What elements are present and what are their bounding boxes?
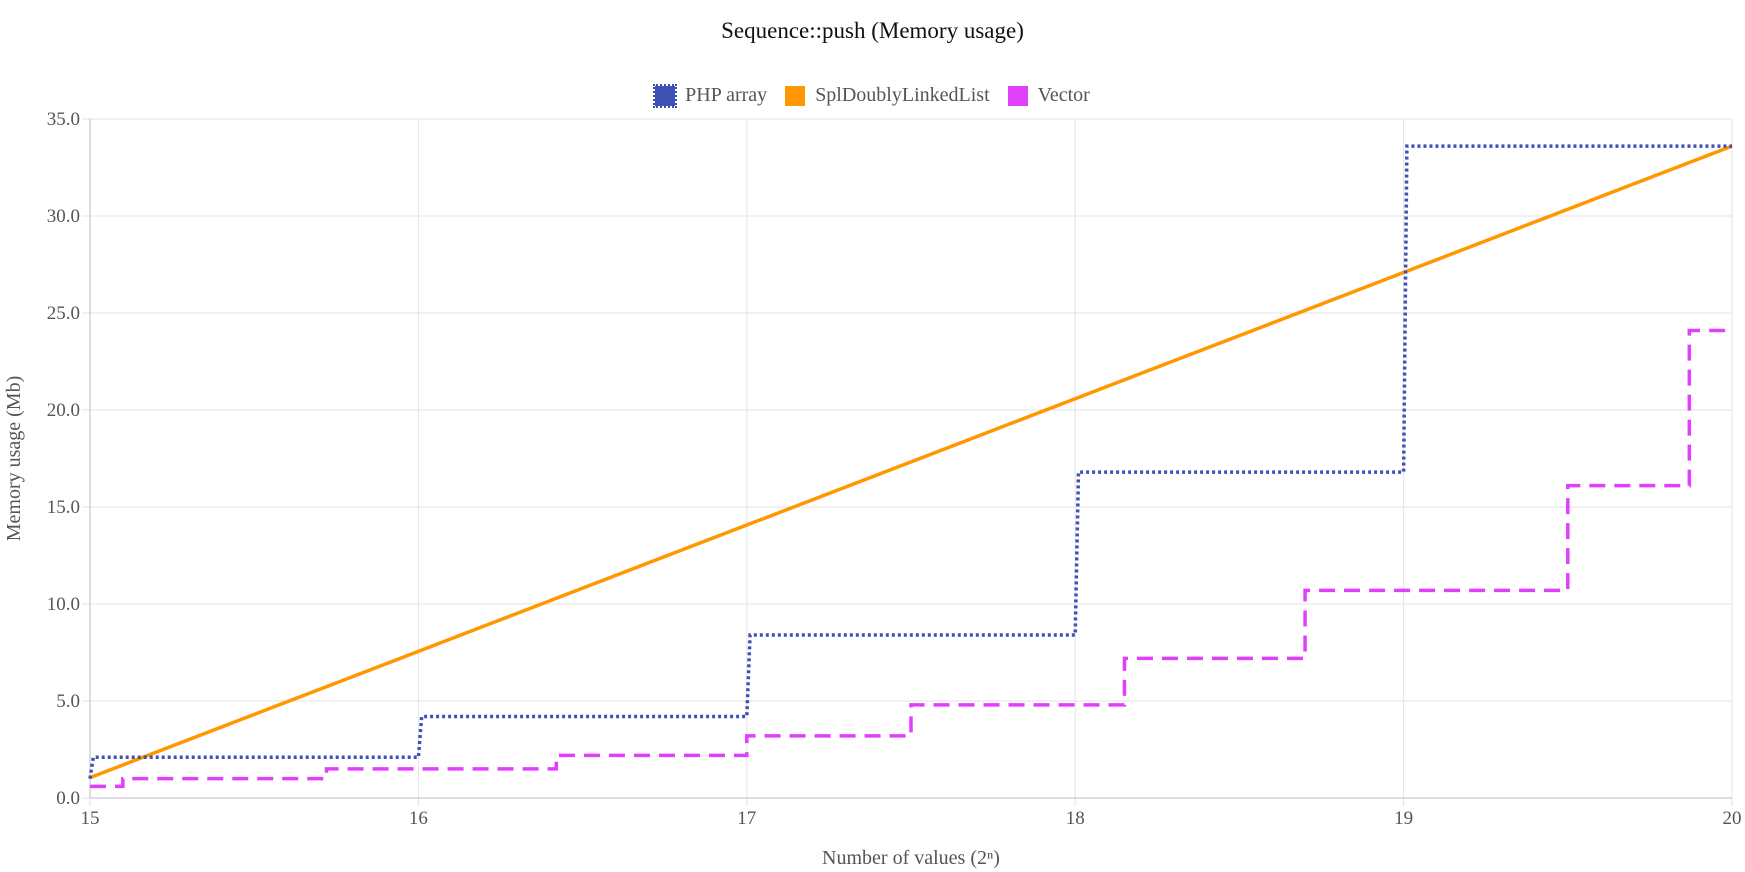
series-line-spldoublylinkedlist bbox=[89, 144, 1733, 780]
legend-label-spldoublylinkedlist: SplDoublyLinkedList bbox=[815, 84, 990, 106]
x-tick-label-17: 17 bbox=[737, 808, 756, 829]
y-tick-label-15: 15.0 bbox=[47, 497, 80, 518]
legend-item-spldoublylinkedlist[interactable]: SplDoublyLinkedList bbox=[785, 84, 990, 107]
legend-swatch-vector bbox=[1007, 85, 1028, 106]
legend-item-php-array[interactable]: PHP array bbox=[653, 83, 768, 108]
chart-title: Sequence::push (Memory usage) bbox=[721, 18, 1024, 43]
x-tick-label-20: 20 bbox=[1723, 808, 1742, 829]
axes bbox=[89, 119, 1732, 799]
x-tick-label-15: 15 bbox=[81, 808, 100, 829]
legend-item-vector[interactable]: Vector bbox=[1007, 84, 1090, 107]
x-tick-label-16: 16 bbox=[409, 808, 428, 829]
legend: PHP array SplDoublyLinkedList Vector bbox=[0, 83, 1745, 108]
x-axis-title: Number of values (2ⁿ) bbox=[822, 847, 1000, 869]
y-tick-label-0: 0.0 bbox=[56, 788, 80, 809]
x-tick-label-18: 18 bbox=[1066, 808, 1085, 829]
legend-swatch-php-array bbox=[653, 83, 678, 108]
y-tick-label-30: 30.0 bbox=[47, 206, 80, 227]
x-tick-label-19: 19 bbox=[1394, 808, 1413, 829]
series-line-vector bbox=[90, 328, 1732, 789]
series-lines bbox=[88, 144, 1733, 789]
y-tick-label-35: 35.0 bbox=[47, 109, 80, 130]
y-tick-label-10: 10.0 bbox=[47, 594, 80, 615]
legend-swatch-spldoublylinkedlist bbox=[785, 85, 806, 106]
y-axis-title: Memory usage (Mb) bbox=[3, 376, 25, 542]
y-tick-label-25: 25.0 bbox=[47, 303, 80, 324]
tick-labels: 15 16 17 18 19 20 0.0 5.0 10.0 15.0 20.0 25.0 30.0 35… bbox=[47, 109, 1742, 829]
legend-label-vector: Vector bbox=[1037, 84, 1090, 106]
series-line-php-array bbox=[88, 144, 1732, 779]
y-tick-label-5: 5.0 bbox=[56, 691, 80, 712]
y-tick-label-20: 20.0 bbox=[47, 400, 80, 421]
legend-label-php-array: PHP array bbox=[685, 84, 768, 106]
